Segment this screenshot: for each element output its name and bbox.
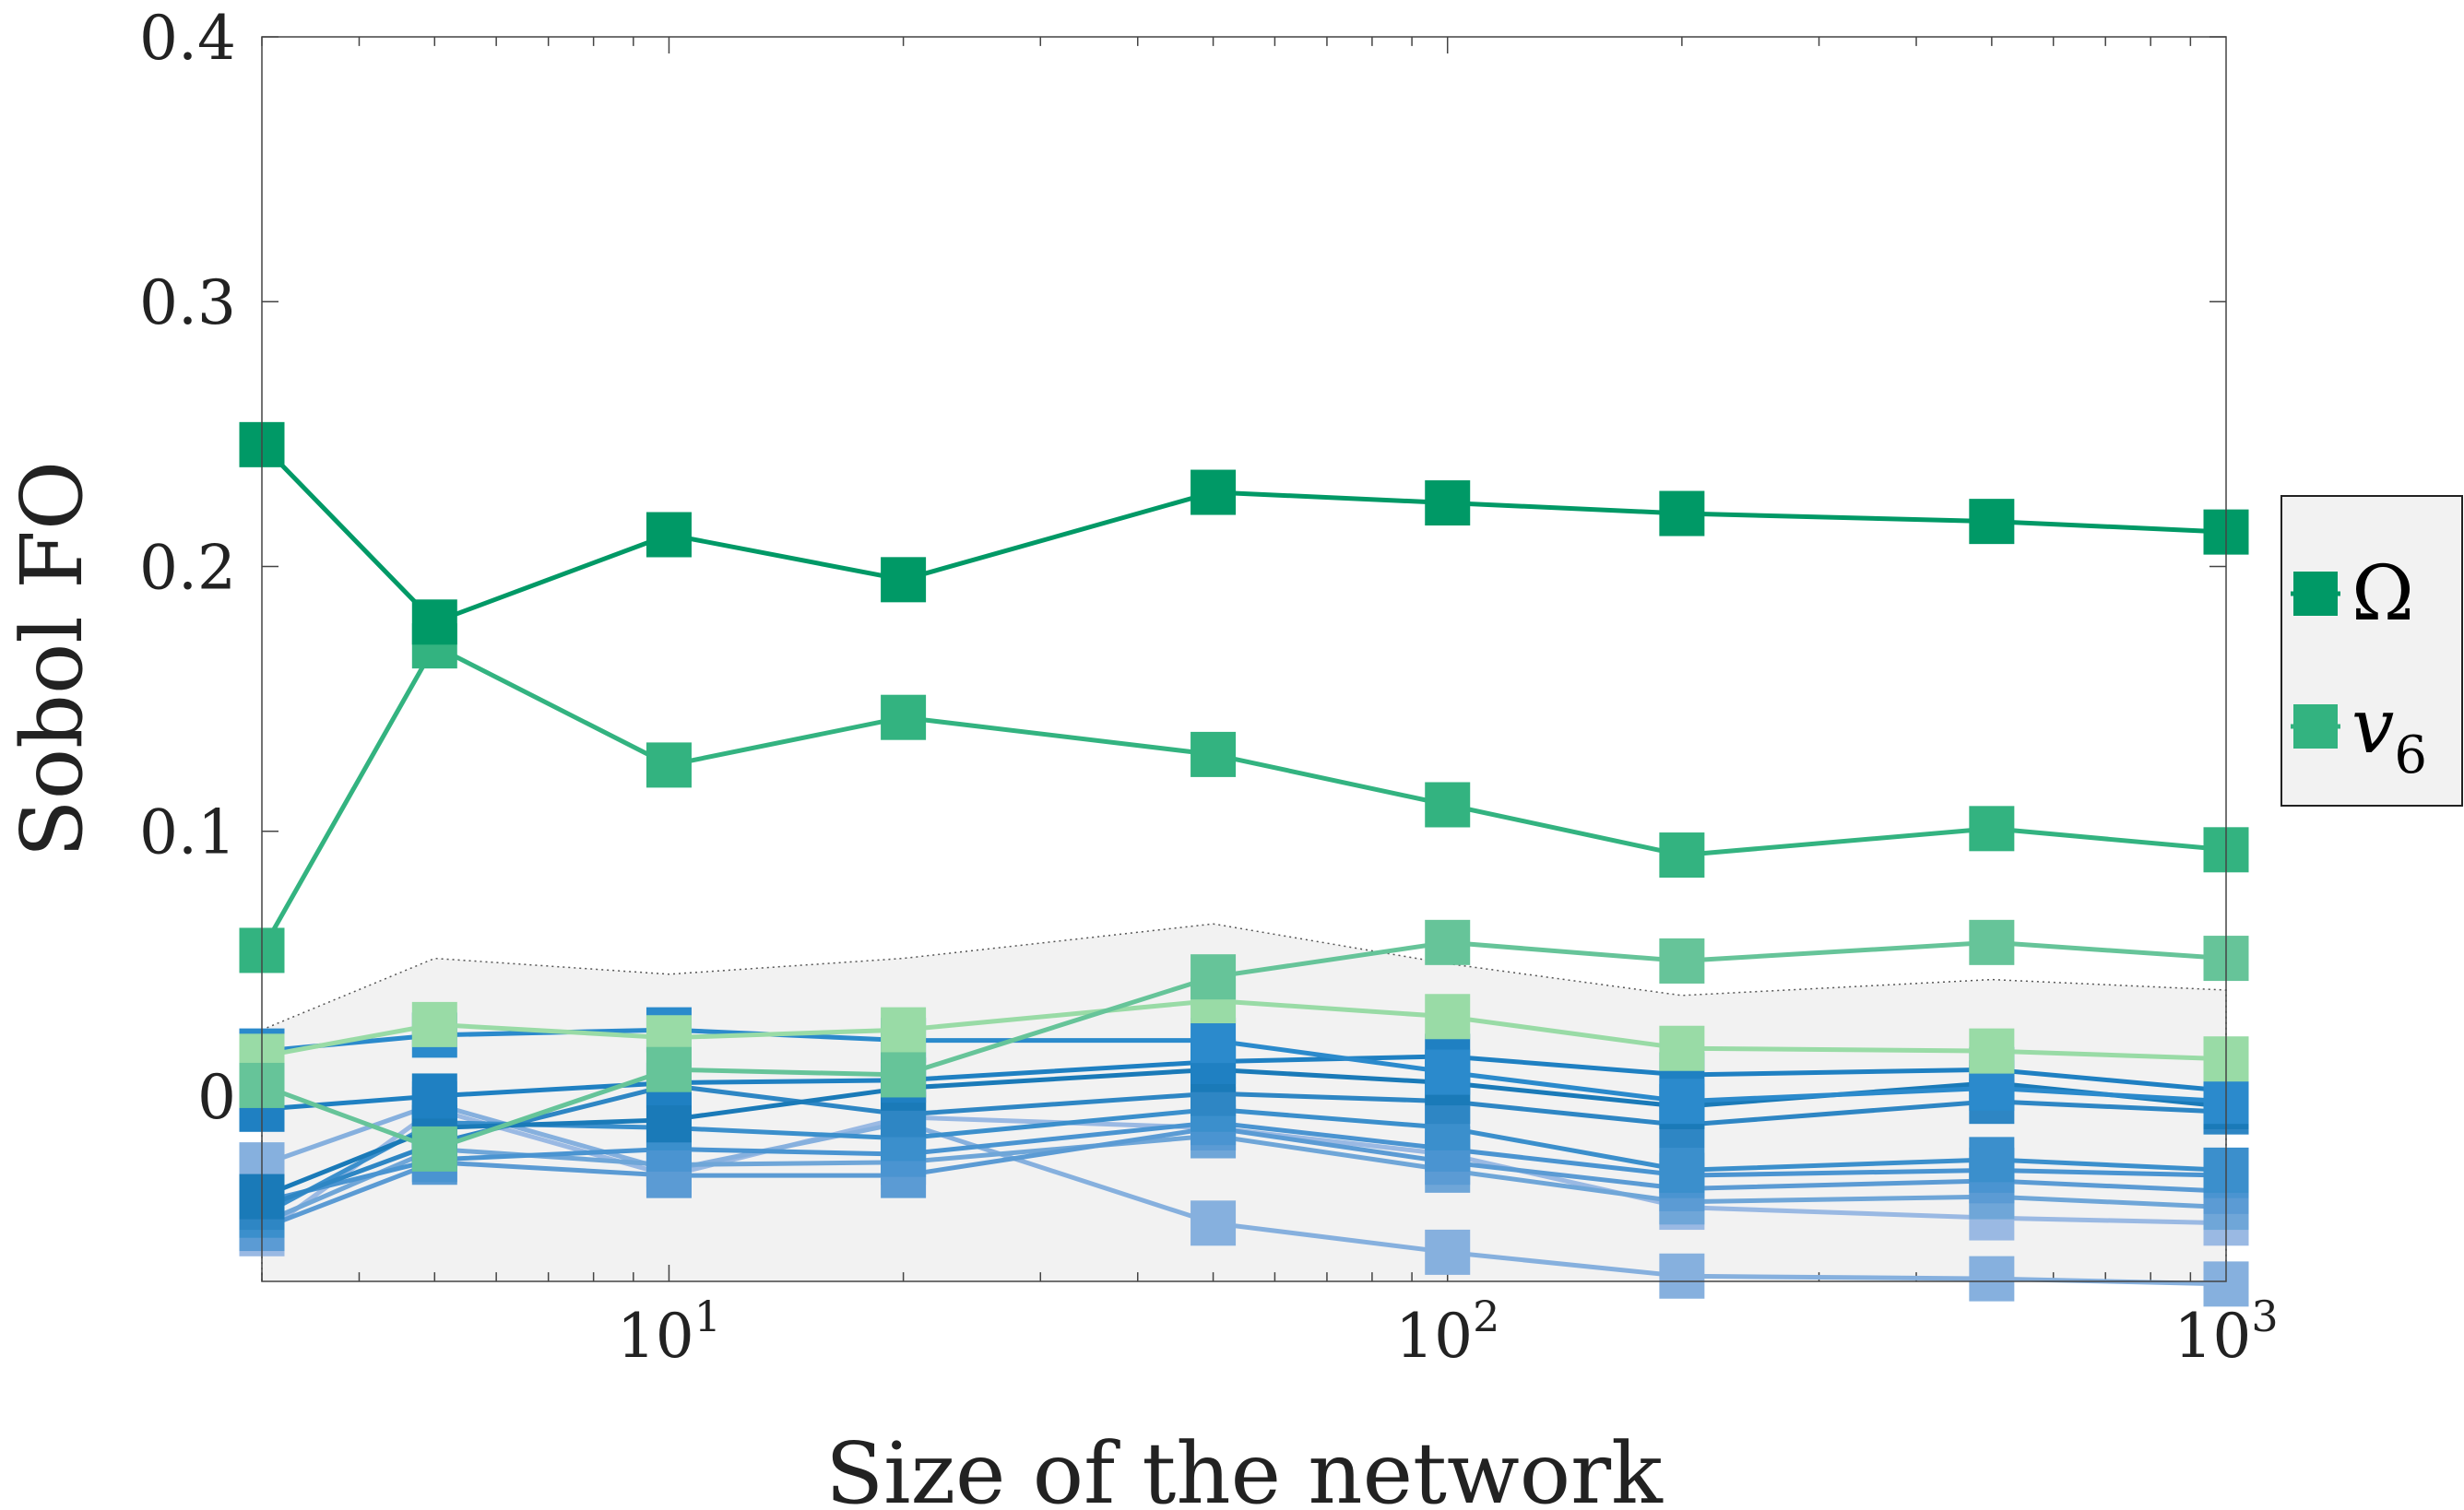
noise-band-fill (262, 924, 2226, 1281)
legend-entry: Ω (2291, 550, 2414, 638)
legend-marker (2293, 704, 2338, 749)
y-tick-labels: 0 0.1 0.2 0.3 0.4 (139, 3, 236, 1133)
plot-area-frame (261, 36, 2227, 1282)
y-tick-label: 0.1 (139, 797, 236, 868)
x-tick-labels: 101 102 103 (617, 1292, 2279, 1372)
y-tick-label: 0.4 (139, 3, 236, 74)
data-point-marker (1659, 938, 1705, 984)
data-point-marker (1191, 1200, 1237, 1246)
data-point-marker (1659, 1147, 1705, 1193)
data-point-marker (1659, 1025, 1705, 1071)
data-point-marker (1425, 1049, 1471, 1095)
data-point-marker (1969, 919, 2015, 965)
data-point-marker (1969, 1137, 2015, 1183)
y-tick-label: 0 (197, 1062, 236, 1133)
x-axis-title: Size of the network (825, 1424, 1664, 1510)
data-point-marker (881, 557, 927, 603)
data-point-marker (646, 742, 692, 788)
legend-label: Ω (2351, 550, 2414, 638)
data-point-marker (1425, 782, 1471, 828)
legend-label: v6 (2351, 683, 2427, 785)
data-point-marker (646, 512, 692, 558)
series-4 (239, 978, 2249, 1082)
legend-box (2280, 495, 2463, 807)
data-point-marker (1969, 499, 2015, 545)
data-point-marker (1425, 1229, 1471, 1275)
data-point-marker (1969, 1256, 2015, 1302)
data-point-marker (411, 1001, 457, 1047)
data-point-marker (411, 599, 457, 645)
x-tick-label: 103 (2174, 1292, 2278, 1372)
x-tick-label: 102 (1395, 1292, 1499, 1372)
y-tick-label: 0.2 (139, 532, 236, 603)
data-point-marker (1425, 994, 1471, 1040)
series-layer (239, 421, 2249, 1307)
legend-marker (2293, 572, 2338, 616)
series-3 (239, 919, 2249, 1172)
data-point-marker (1191, 731, 1237, 777)
data-point-marker (1191, 954, 1237, 1000)
data-point-marker (1425, 480, 1471, 526)
data-point-marker (411, 1126, 457, 1172)
legend: Ωv6 (2280, 495, 2463, 807)
data-point-marker (1425, 919, 1471, 965)
data-point-marker (1969, 1028, 2015, 1074)
series-v6 (239, 623, 2249, 973)
legend-entry: v6 (2291, 683, 2427, 785)
noise-band-edge (261, 923, 2227, 1281)
data-point-marker (1969, 806, 2015, 852)
data-point-marker (1659, 1253, 1705, 1299)
data-point-marker (881, 1007, 927, 1053)
data-point-marker (881, 694, 927, 740)
x-tick-label: 101 (617, 1292, 721, 1372)
data-point-marker (1659, 490, 1705, 537)
y-axis-title: Sobol FO (3, 461, 101, 858)
data-point-marker (1191, 469, 1237, 515)
data-point-marker (881, 1052, 927, 1098)
data-point-marker (1659, 832, 1705, 879)
noise-band (261, 923, 2227, 1281)
data-point-marker (411, 1073, 457, 1119)
data-point-marker (1191, 1018, 1237, 1064)
data-point-marker (646, 1046, 692, 1092)
data-point-marker (1659, 1079, 1705, 1125)
y-tick-label: 0.3 (139, 267, 236, 338)
